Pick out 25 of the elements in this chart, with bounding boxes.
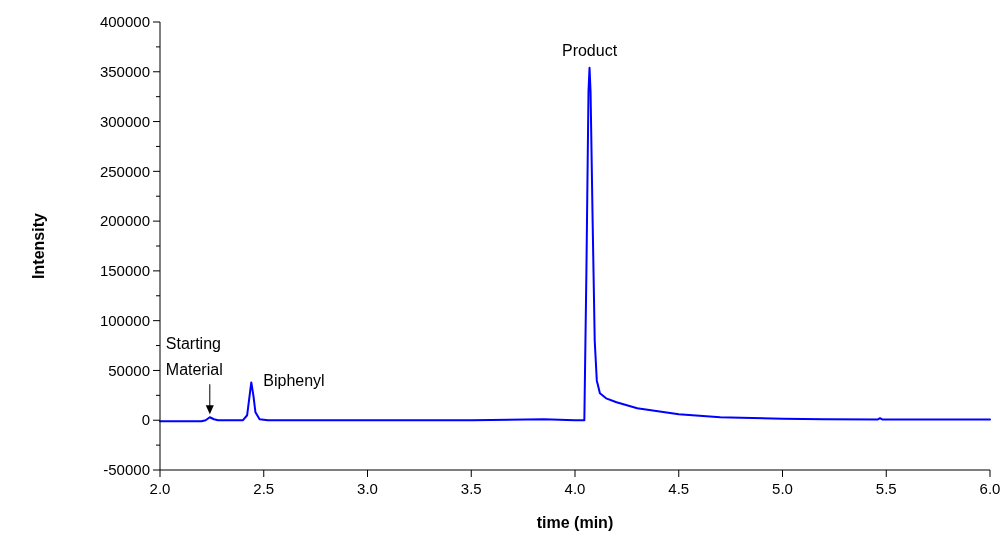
annotation: Product <box>561 41 618 59</box>
annotation: Biphenyl <box>263 372 325 390</box>
line-series <box>159 66 991 423</box>
y-tick-label: 300000 <box>99 112 150 130</box>
y-tick-label: 200000 <box>99 212 150 230</box>
x-tick-label: 3.5 <box>460 480 482 497</box>
annotation: Starting Material <box>165 335 223 379</box>
y-tick-label: 50000 <box>108 361 150 379</box>
y-tick-label: 0 <box>141 411 150 429</box>
y-tick-label: 150000 <box>99 262 150 280</box>
x-tick-label: 5.5 <box>875 480 897 497</box>
x-tick-label: 4.5 <box>668 480 690 497</box>
y-axis-title: Intensity <box>30 213 47 279</box>
x-axis-title: time (min) <box>536 514 614 531</box>
x-tick-label: 6.0 <box>979 480 1001 497</box>
y-tick-label: 350000 <box>99 63 150 81</box>
x-tick-label: 2.0 <box>149 480 171 497</box>
x-tick-label: 5.0 <box>772 480 793 497</box>
y-tick-label: -50000 <box>103 461 150 479</box>
y-tick-label: 400000 <box>99 13 150 31</box>
x-tick-label: 2.5 <box>253 480 275 497</box>
x-tick-label: 4.0 <box>564 480 586 497</box>
x-tick-label: 3.0 <box>357 480 378 497</box>
y-tick-label: 250000 <box>99 162 150 180</box>
y-tick-label: 100000 <box>99 311 150 329</box>
